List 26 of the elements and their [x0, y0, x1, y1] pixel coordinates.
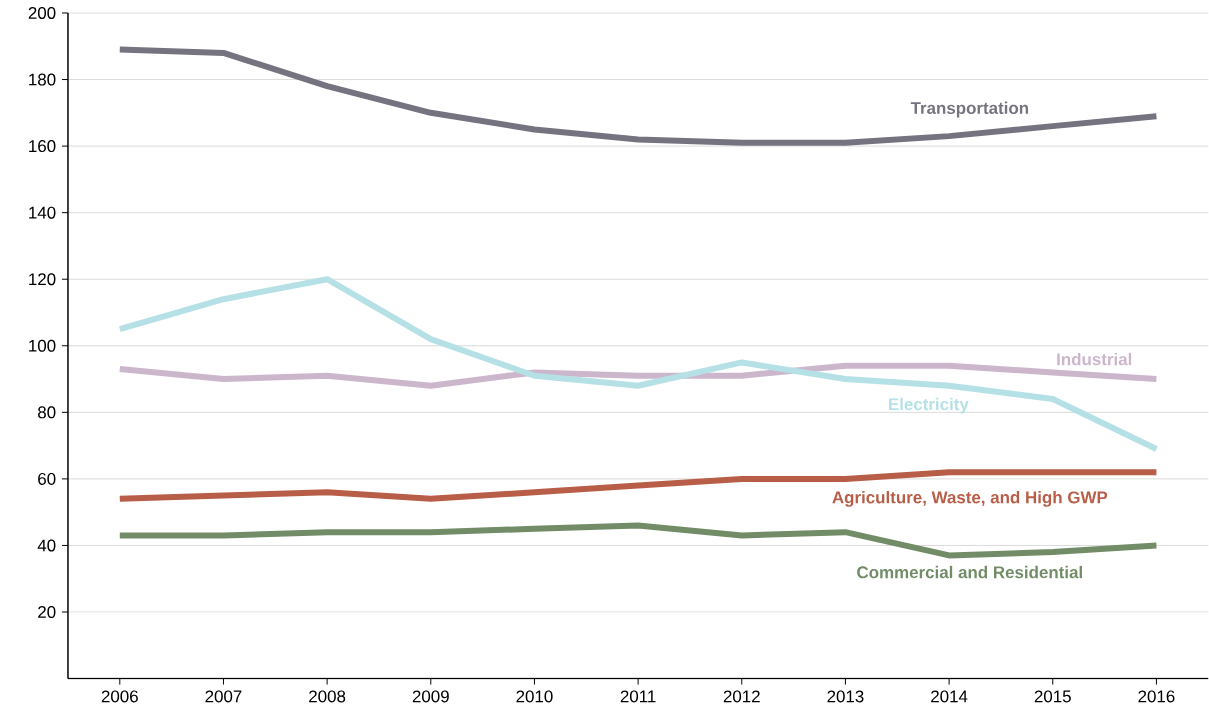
y-tick-label: 20 — [38, 606, 56, 619]
series-label: Agriculture, Waste, and High GWP — [832, 491, 1108, 508]
y-tick-label: 120 — [29, 273, 56, 286]
x-tick-label: 2015 — [1034, 690, 1071, 703]
series-label: Electricity — [889, 398, 969, 414]
x-tick-label: 2009 — [412, 690, 449, 703]
series-label: Transportation — [910, 101, 1029, 118]
x-tick-label: 2016 — [1138, 690, 1175, 703]
x-tick-label: 2006 — [101, 690, 138, 703]
x-tick-label: 2010 — [516, 690, 553, 703]
y-tick-label: 80 — [38, 406, 56, 419]
y-tick-label: 140 — [29, 206, 56, 219]
y-tick-label: 40 — [37, 539, 56, 552]
x-tick-label: 2011 — [620, 690, 656, 703]
series-label: Commercial and Residential — [857, 566, 1082, 579]
x-tick-label: 2007 — [205, 690, 242, 703]
y-tick-label: 160 — [29, 140, 56, 153]
x-tick-label: 2014 — [931, 690, 968, 703]
x-tick-label: 2012 — [723, 690, 760, 703]
y-tick-label: 100 — [29, 340, 56, 352]
x-tick-label: 2008 — [309, 690, 346, 703]
y-tick-label: 200 — [28, 7, 56, 20]
series-label: Industrial — [1057, 353, 1132, 366]
y-tick-label: 180 — [29, 73, 56, 86]
y-tick-label: 60 — [38, 473, 56, 486]
x-tick-label: 2013 — [827, 690, 864, 703]
